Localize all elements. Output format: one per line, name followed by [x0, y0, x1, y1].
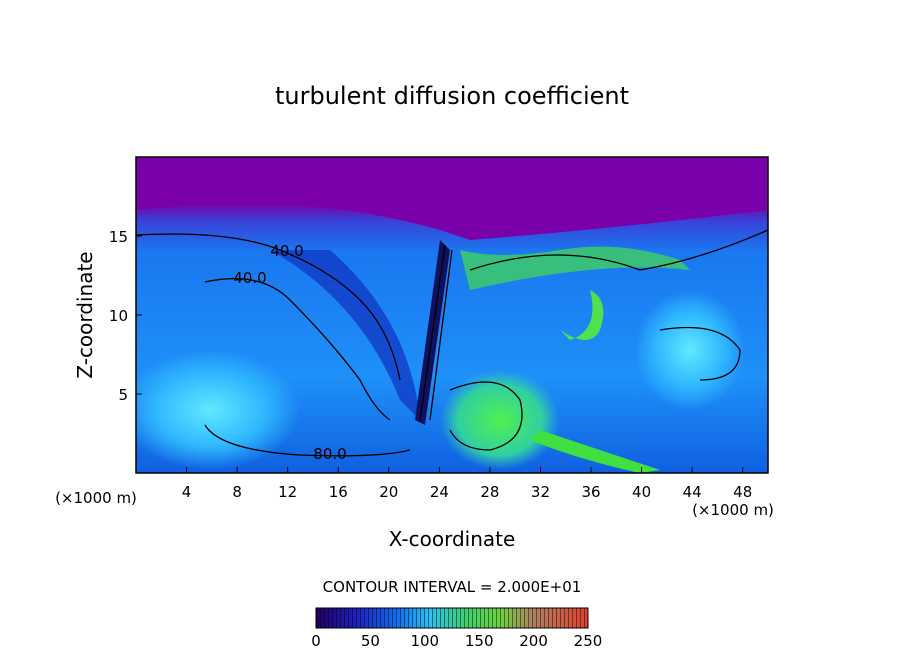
- y-tick-label: 5: [118, 386, 128, 404]
- y-tick-label: 10: [109, 307, 128, 325]
- contour-label: 40.0: [270, 242, 303, 260]
- y-tick-label: 15: [109, 228, 128, 246]
- x-tick-label: 32: [531, 483, 550, 501]
- x-tick-label: 4: [182, 483, 192, 501]
- x-tick-label: 12: [278, 483, 297, 501]
- x-tick-label: 48: [733, 483, 752, 501]
- x-unit: (×1000 m): [55, 489, 137, 507]
- contour-label: 40.0: [233, 269, 266, 287]
- contour-label: 80.0: [313, 445, 346, 463]
- x-tick-label: 8: [232, 483, 242, 501]
- colorbar-tick-label: 50: [361, 632, 380, 650]
- colorbar-tick-label: 150: [465, 632, 494, 650]
- colorbar-tick-label: 0: [311, 632, 321, 650]
- x-unit: (×1000 m): [692, 501, 774, 519]
- x-tick-label: 44: [683, 483, 702, 501]
- x-tick-label: 36: [581, 483, 600, 501]
- x-tick-label: 40: [632, 483, 651, 501]
- x-tick-label: 28: [480, 483, 499, 501]
- contour-field: [136, 157, 768, 473]
- colorbar-tick-label: 200: [519, 632, 548, 650]
- y-axis-label: Z-coordinate: [73, 251, 97, 378]
- x-tick-label: 16: [329, 483, 348, 501]
- colorbar-frame: [315, 607, 589, 629]
- colorbar-tick-label: 100: [410, 632, 439, 650]
- x-tick-label: 24: [430, 483, 449, 501]
- x-axis-label: X-coordinate: [389, 527, 516, 551]
- colorbar-stripes: [316, 608, 588, 628]
- colorbar-tick-label: 250: [574, 632, 603, 650]
- contour-interval: CONTOUR INTERVAL = 2.000E+01: [323, 578, 582, 596]
- x-tick-label: 20: [379, 483, 398, 501]
- chart-title: turbulent diffusion coefficient: [275, 82, 629, 110]
